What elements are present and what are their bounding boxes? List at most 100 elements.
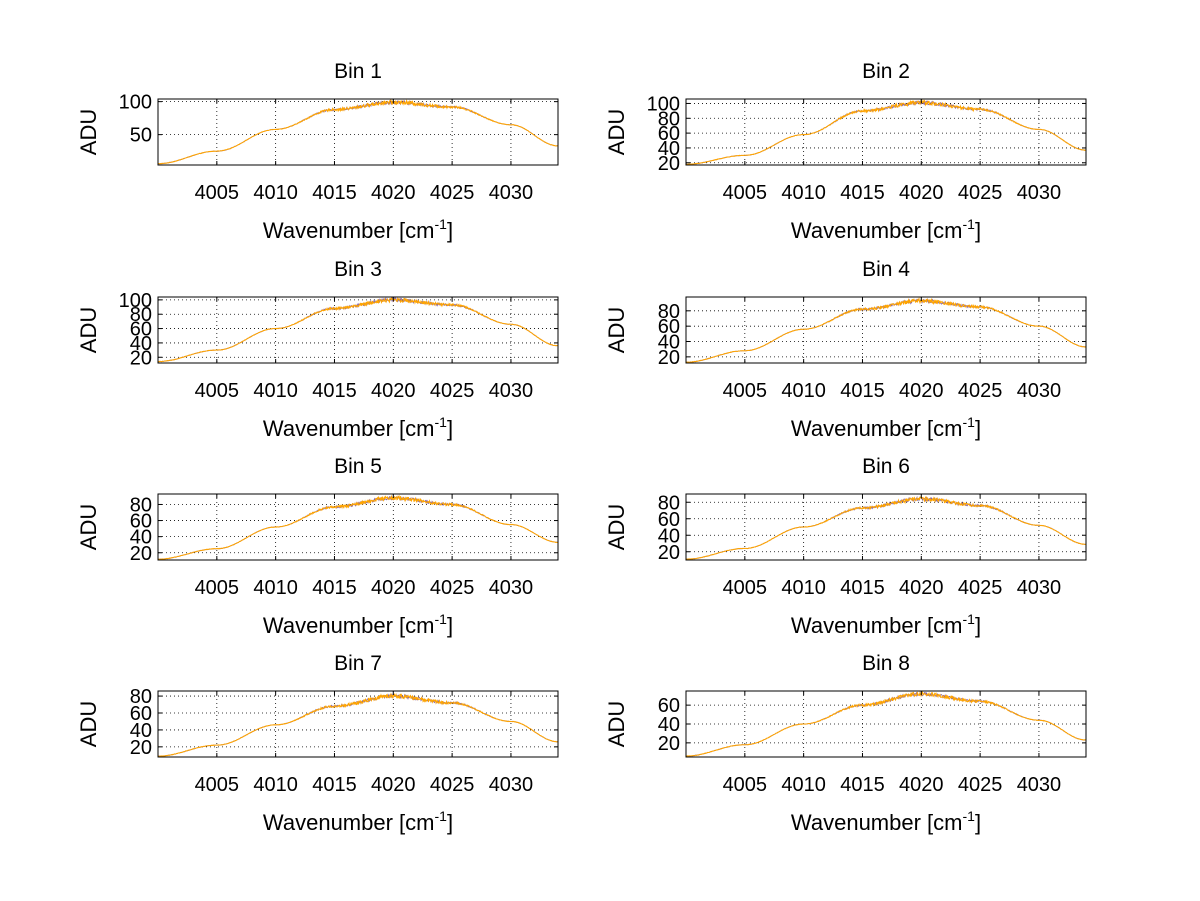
x-tick-label: 4015 <box>312 774 357 796</box>
axes-box <box>685 493 1087 561</box>
x-axis-label: Wavenumber [cm-1] <box>791 414 981 441</box>
axes-box <box>685 296 1087 364</box>
spectrum-line <box>157 494 559 560</box>
y-axis-label: ADU <box>76 701 101 747</box>
y-axis-label: ADU <box>76 307 101 353</box>
y-tick-label: 80 <box>658 301 680 323</box>
y-tick-label: 80 <box>658 108 680 130</box>
x-tick-label: 4005 <box>723 577 768 599</box>
x-tick-label: 4025 <box>958 577 1003 599</box>
x-tick-label: 4030 <box>1017 774 1062 796</box>
x-axis-label-main: Wavenumber [cm <box>791 613 963 638</box>
subplot-bin-2: Bin 2 4005 4010 4015 4020 4025 4030 20406080100… <box>604 60 1087 243</box>
y-tick-label: 80 <box>130 686 152 708</box>
y-tick-label: 40 <box>130 720 152 742</box>
spectrum-line-secondary <box>685 297 1087 363</box>
x-tick-label: 4010 <box>253 774 298 796</box>
x-tick-label: 4020 <box>899 774 944 796</box>
x-tick-label: 4020 <box>899 380 944 402</box>
x-tick-label: 4005 <box>723 380 768 402</box>
subplot-title: Bin 8 <box>862 652 910 675</box>
x-axis-label-superscript: -1 <box>435 611 448 627</box>
x-axis-label-close: ] <box>447 810 453 835</box>
y-tick-label: 20 <box>658 542 680 564</box>
spectrum-line <box>685 296 1087 363</box>
x-tick-label: 4010 <box>781 774 826 796</box>
x-tick-label: 4010 <box>253 380 298 402</box>
x-axis-label: Wavenumber [cm-1] <box>263 808 453 835</box>
axes-box <box>157 690 559 758</box>
x-tick-label: 4020 <box>371 182 416 204</box>
x-tick-label: 4020 <box>371 774 416 796</box>
x-tick-label: 4030 <box>1017 577 1062 599</box>
x-axis-label-main: Wavenumber [cm <box>791 810 963 835</box>
x-tick-label: 4010 <box>253 577 298 599</box>
x-tick-label: 4015 <box>840 182 885 204</box>
x-tick-label: 4010 <box>781 577 826 599</box>
x-axis-label-superscript: -1 <box>435 216 448 232</box>
x-axis-label: Wavenumber [cm-1] <box>791 216 981 243</box>
y-tick-label: 100 <box>647 93 680 115</box>
axes-box <box>157 296 559 364</box>
spectrum-line-secondary <box>157 296 559 363</box>
x-tick-label: 4015 <box>312 380 357 402</box>
x-tick-label: 4030 <box>489 380 534 402</box>
x-tick-label: 4025 <box>430 380 475 402</box>
y-axis-label: ADU <box>76 504 101 550</box>
x-tick-label: 4030 <box>1017 380 1062 402</box>
x-tick-label: 4025 <box>958 380 1003 402</box>
subplot-bin-3: Bin 3 4005 4010 4015 4020 4025 4030 20406080100… <box>76 258 559 441</box>
x-tick-label: 4020 <box>899 182 944 204</box>
axes-box <box>157 493 559 561</box>
x-axis-label: Wavenumber [cm-1] <box>263 611 453 638</box>
x-axis-label-main: Wavenumber [cm <box>791 218 963 243</box>
y-tick-label: 40 <box>130 527 152 549</box>
subplot-title: Bin 4 <box>862 258 910 281</box>
y-tick-label: 20 <box>130 543 152 565</box>
spectrum-line <box>157 692 559 757</box>
y-tick-label: 60 <box>658 123 680 145</box>
y-axis-label: ADU <box>604 109 629 155</box>
spectrum-line-secondary <box>685 495 1087 560</box>
y-tick-label: 60 <box>130 511 152 533</box>
y-tick-label: 20 <box>658 153 680 175</box>
subplot-title: Bin 7 <box>334 652 382 675</box>
y-tick-label: 60 <box>658 695 680 717</box>
x-tick-label: 4025 <box>958 182 1003 204</box>
axes-box <box>685 98 1087 166</box>
spectrum-line-secondary <box>157 495 559 560</box>
y-axis-label: ADU <box>604 504 629 550</box>
x-axis-label-superscript: -1 <box>963 216 976 232</box>
subplot-title: Bin 3 <box>334 258 382 281</box>
x-tick-label: 4025 <box>430 182 475 204</box>
x-axis-label-main: Wavenumber [cm <box>791 416 963 441</box>
x-axis-label-superscript: -1 <box>435 414 448 430</box>
x-axis-label-close: ] <box>447 613 453 638</box>
y-tick-label: 40 <box>658 332 680 354</box>
x-tick-label: 4005 <box>723 182 768 204</box>
x-tick-label: 4005 <box>195 182 240 204</box>
y-tick-label: 20 <box>658 733 680 755</box>
x-tick-label: 4030 <box>489 774 534 796</box>
axes-box <box>157 98 559 166</box>
x-axis-label: Wavenumber [cm-1] <box>791 611 981 638</box>
x-tick-label: 4005 <box>195 774 240 796</box>
x-axis-label-main: Wavenumber [cm <box>263 810 435 835</box>
spectrum-line <box>157 296 559 363</box>
y-tick-label: 20 <box>130 347 152 369</box>
spectrum-line <box>685 496 1087 560</box>
x-tick-label: 4025 <box>430 577 475 599</box>
x-tick-label: 4030 <box>1017 182 1062 204</box>
x-axis-label-main: Wavenumber [cm <box>263 218 435 243</box>
y-tick-label: 60 <box>658 509 680 531</box>
x-tick-label: 4015 <box>312 182 357 204</box>
subplot-title: Bin 1 <box>334 60 382 83</box>
x-axis-label-main: Wavenumber [cm <box>263 613 435 638</box>
y-tick-label: 60 <box>130 319 152 341</box>
x-tick-label: 4020 <box>371 577 416 599</box>
y-tick-label: 40 <box>658 714 680 736</box>
x-tick-label: 4025 <box>430 774 475 796</box>
